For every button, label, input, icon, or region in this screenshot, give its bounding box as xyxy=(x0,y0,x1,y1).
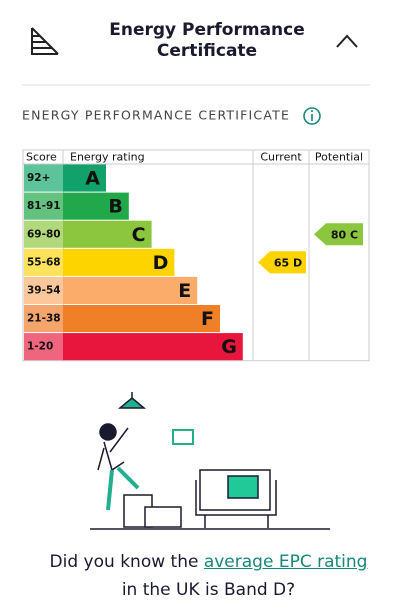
column-header: Potential xyxy=(315,151,363,164)
band-score: 92+ xyxy=(27,172,50,184)
collapse-chevron[interactable] xyxy=(336,34,358,48)
band-score: 55-68 xyxy=(27,256,61,268)
illustration xyxy=(90,392,330,530)
band-score: 1-20 xyxy=(27,341,53,353)
band-letter: C xyxy=(132,224,146,246)
info-icon[interactable] xyxy=(303,107,321,125)
rating-bar xyxy=(63,305,220,333)
section-title: ENERGY PERFORMANCE CERTIFICATE xyxy=(22,108,290,123)
header-title: Energy Performance xyxy=(109,20,305,40)
band-letter: F xyxy=(201,308,214,330)
score-cell xyxy=(24,164,63,192)
current-label: 65 D xyxy=(274,256,302,269)
footer: Did you know the average EPC rating in t… xyxy=(0,548,417,600)
rating-bar xyxy=(63,276,198,304)
score-cell xyxy=(24,276,63,304)
potential-label: 80 C xyxy=(331,228,358,241)
band-score: 39-54 xyxy=(27,284,61,296)
header-title: Certificate xyxy=(157,41,257,61)
band-letter: D xyxy=(153,252,169,274)
epc-link[interactable]: average EPC rating xyxy=(203,552,368,572)
band-letter: G xyxy=(221,336,237,358)
score-cell xyxy=(24,305,63,333)
certificate-icon[interactable] xyxy=(31,27,59,55)
column-header: Current xyxy=(260,151,302,164)
band-letter: E xyxy=(178,280,191,302)
band-score: 69-80 xyxy=(27,228,61,240)
band-letter: A xyxy=(85,168,100,190)
rating-bar xyxy=(63,192,129,220)
score-cell xyxy=(24,333,63,361)
score-cell xyxy=(24,220,63,248)
footer-text: in the UK is Band D? xyxy=(121,580,296,600)
column-header: Energy rating xyxy=(70,151,145,164)
band-score: 21-38 xyxy=(27,313,61,325)
rating-bar xyxy=(63,333,243,361)
rating-bar xyxy=(63,248,175,276)
score-cell xyxy=(24,248,63,276)
score-cell xyxy=(24,192,63,220)
current-arrow xyxy=(258,251,306,274)
column-header: Score xyxy=(26,151,57,164)
table-border xyxy=(22,149,370,362)
band-score: 81-91 xyxy=(27,200,61,212)
footer-text: Did you know the xyxy=(49,552,199,572)
rating-bar xyxy=(63,164,106,192)
band-letter: B xyxy=(108,196,122,218)
potential-arrow xyxy=(314,223,363,246)
rating-bar xyxy=(63,220,152,248)
